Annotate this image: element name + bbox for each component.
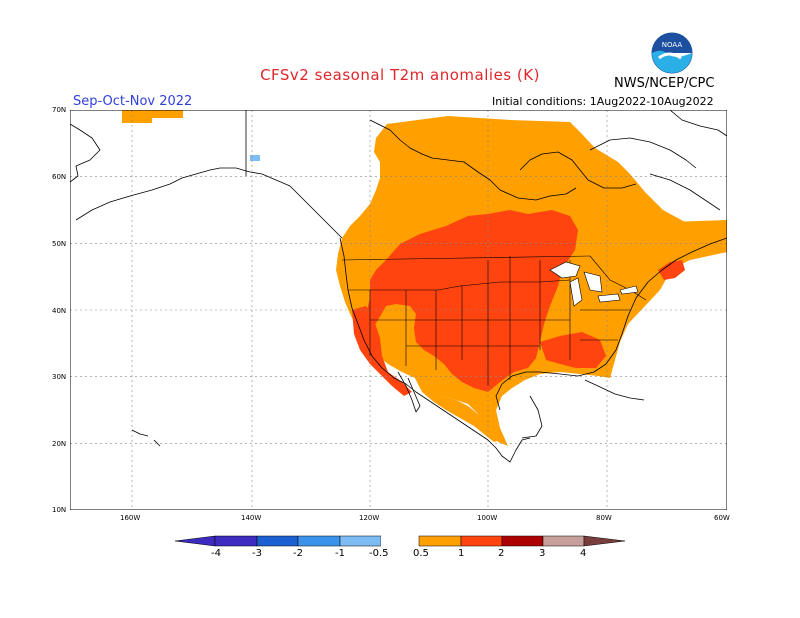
agency-label: NWS/NCEP/CPC — [614, 76, 715, 91]
colorbar-label: 1 — [458, 548, 465, 559]
colorbar-label: -3 — [252, 548, 262, 559]
lat-label: 30N — [52, 373, 67, 381]
lon-label: 60W — [714, 514, 730, 522]
red-southeast-region — [540, 332, 606, 368]
red-anomaly-region — [352, 210, 685, 396]
colorbar-swatch — [297, 535, 341, 547]
lat-label: 50N — [52, 240, 67, 248]
red-california-region — [352, 306, 412, 396]
lat-label: 10N — [52, 506, 67, 514]
red-northeast-region — [658, 260, 685, 280]
lon-label: 140W — [241, 514, 262, 522]
blue-anomaly-patch — [250, 155, 260, 161]
state-boundaries — [341, 255, 647, 386]
lon-label: 120W — [359, 514, 380, 522]
colorbar-swatch — [256, 535, 299, 547]
colorbar-label: -1 — [335, 548, 345, 559]
anomaly-map — [70, 110, 727, 510]
colorbar-label: 0.5 — [413, 548, 429, 559]
colorbar-swatch — [214, 535, 258, 547]
initial-conditions-label: Initial conditions: 1Aug2022-10Aug2022 — [492, 95, 714, 108]
colorbar-swatch — [460, 535, 503, 547]
colorbar-label: 4 — [580, 548, 587, 559]
coastline-boundaries — [70, 110, 727, 463]
orange-alaska-strip — [122, 110, 183, 123]
great-lakes — [549, 261, 639, 307]
red-central-region — [362, 210, 578, 392]
noaa-logo-icon: NOAA — [651, 32, 693, 74]
lon-label: 80W — [596, 514, 612, 522]
lon-label: 160W — [120, 514, 141, 522]
lat-label: 60N — [52, 173, 67, 181]
lat-label: 70N — [52, 106, 67, 114]
lat-label: 20N — [52, 440, 67, 448]
colorbar-swatch — [381, 536, 419, 546]
colorbar-label: -2 — [293, 548, 303, 559]
colorbar-swatch — [418, 535, 462, 547]
colorbar-swatch — [501, 535, 544, 547]
colorbar-swatch — [339, 535, 382, 547]
colorbar-low-end — [174, 535, 216, 547]
season-label: Sep-Oct-Nov 2022 — [73, 94, 193, 109]
colorbar-high-end — [583, 535, 626, 547]
colorbar-label: 3 — [539, 548, 546, 559]
colorbar-label: -4 — [211, 548, 221, 559]
colorbar — [174, 535, 626, 547]
lon-label: 100W — [477, 514, 498, 522]
lat-label: 40N — [52, 307, 67, 315]
logo-text: NOAA — [662, 41, 683, 49]
colorbar-label: -0.5 — [369, 548, 389, 559]
colorbar-label: 2 — [498, 548, 505, 559]
colorbar-swatch — [542, 535, 585, 547]
orange-east-region — [625, 220, 727, 270]
map-title: CFSv2 seasonal T2m anomalies (K) — [260, 66, 540, 84]
orange-mexico-region — [415, 378, 500, 442]
